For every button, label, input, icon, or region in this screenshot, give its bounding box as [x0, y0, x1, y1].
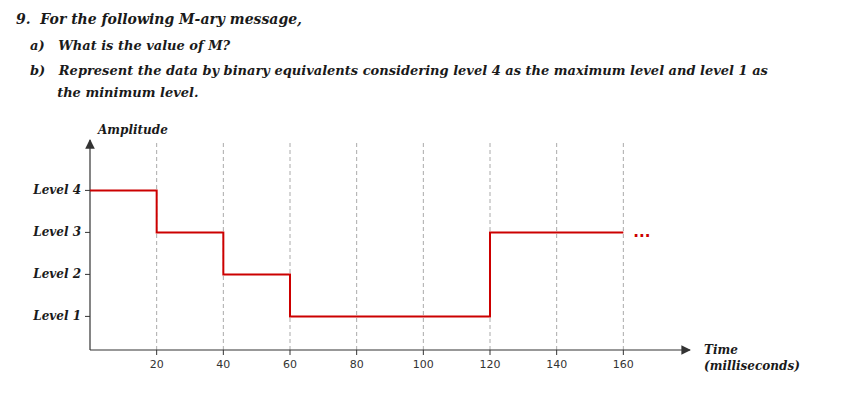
x-tick-label: 140: [546, 358, 567, 371]
x-tick: [490, 350, 491, 355]
x-tick: [423, 350, 424, 355]
subtitle: b) Represent the data by binary equivale…: [30, 63, 769, 78]
y-axis: [89, 140, 90, 350]
x-tick: [623, 350, 624, 355]
grid-line: [156, 140, 157, 350]
plot-area: [90, 190, 623, 316]
x-tick-label: 120: [480, 358, 501, 371]
x-tick-label: 160: [613, 358, 634, 371]
x-axis: [90, 349, 690, 350]
grid-line: [423, 140, 424, 350]
x-axis-label: Time: [704, 343, 738, 357]
signal-line: [90, 190, 623, 316]
x-tick-label: 40: [216, 358, 230, 371]
x-tick-label: 60: [283, 358, 297, 371]
title: 9. For the following M-ary message,: [16, 11, 302, 27]
x-tick-label: 20: [150, 358, 164, 371]
y-tick-label: Level 2: [32, 267, 81, 281]
x-tick-label: 100: [413, 358, 434, 371]
grid-line: [356, 140, 357, 350]
y-tick: [85, 274, 90, 275]
x-tick-label: 80: [350, 358, 364, 371]
y-tick: [85, 316, 90, 317]
y-tick-label: Level 4: [32, 183, 81, 197]
y-tick-label: Level 1: [32, 309, 81, 323]
x-axis-label: (milliseconds): [704, 359, 800, 373]
x-tick: [290, 350, 291, 355]
subtitle: the minimum level.: [30, 85, 198, 100]
grid-line: [623, 140, 624, 350]
y-tick: [85, 190, 90, 191]
y-axis-label: Amplitude: [97, 123, 168, 137]
annotation: ...: [633, 223, 650, 241]
x-tick: [556, 350, 557, 355]
grid-line: [556, 140, 557, 350]
grid-line: [290, 140, 291, 350]
x-tick: [356, 350, 357, 355]
x-tick: [223, 350, 224, 355]
subtitle: a) What is the value of M?: [30, 38, 231, 53]
x-tick: [156, 350, 157, 355]
y-tick-label: Level 3: [32, 225, 81, 239]
y-tick: [85, 232, 90, 233]
